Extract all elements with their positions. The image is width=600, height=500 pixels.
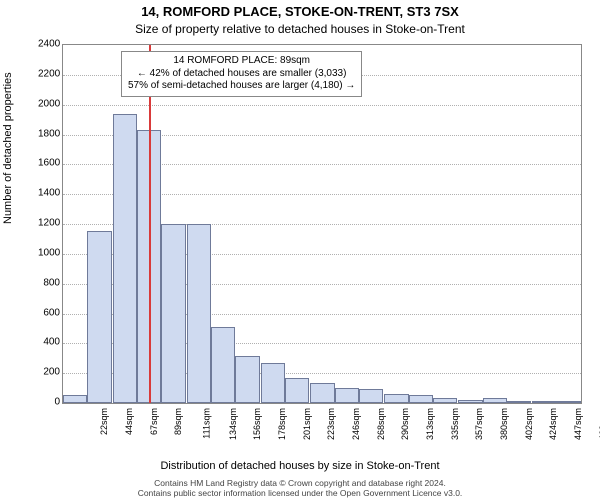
histogram-bar (113, 114, 138, 403)
y-tick-label: 1600 (38, 158, 60, 169)
x-tick-label: 156sqm (252, 408, 262, 440)
histogram-bar (557, 401, 582, 403)
y-tick-label: 2400 (38, 39, 60, 50)
y-tick-label: 1000 (38, 247, 60, 258)
histogram-bar (409, 395, 434, 403)
annotation-line: ← 42% of detached houses are smaller (3,… (128, 68, 355, 81)
chart-container: 14, ROMFORD PLACE, STOKE-ON-TRENT, ST3 7… (0, 0, 600, 500)
histogram-bar (187, 224, 212, 403)
plot-area: 14 ROMFORD PLACE: 89sqm ← 42% of detache… (62, 44, 582, 404)
histogram-bar (335, 388, 360, 403)
histogram-bar (310, 383, 335, 403)
x-tick-label: 402sqm (524, 408, 534, 440)
histogram-bar (458, 400, 483, 403)
x-tick-label: 134sqm (228, 408, 238, 440)
histogram-bar (433, 398, 458, 403)
histogram-bar (359, 389, 384, 403)
x-tick-label: 67sqm (149, 408, 159, 435)
x-tick-label: 178sqm (277, 408, 287, 440)
y-tick-label: 2000 (38, 98, 60, 109)
x-tick-label: 424sqm (549, 408, 559, 440)
y-tick-label: 1400 (38, 188, 60, 199)
x-tick-label: 201sqm (302, 408, 312, 440)
y-tick-label: 1800 (38, 128, 60, 139)
histogram-bar (507, 401, 532, 403)
x-tick-label: 313sqm (425, 408, 435, 440)
chart-subtitle: Size of property relative to detached ho… (0, 22, 600, 36)
y-tick-label: 400 (38, 337, 60, 348)
y-tick-label: 200 (38, 367, 60, 378)
y-tick-label: 600 (38, 307, 60, 318)
histogram-bar (483, 398, 508, 403)
annotation-line: 57% of semi-detached houses are larger (… (128, 80, 355, 93)
reference-marker-line (149, 45, 151, 403)
x-tick-label: 380sqm (499, 408, 509, 440)
histogram-bar (63, 395, 88, 403)
x-tick-label: 290sqm (400, 408, 410, 440)
histogram-bar (532, 401, 557, 403)
y-tick-label: 0 (38, 397, 60, 408)
histogram-bar (235, 356, 260, 403)
footer-attribution: Contains HM Land Registry data © Crown c… (0, 478, 600, 498)
y-tick-label: 1200 (38, 218, 60, 229)
histogram-bar (285, 378, 310, 403)
x-tick-label: 246sqm (351, 408, 361, 440)
x-axis-label: Distribution of detached houses by size … (0, 460, 600, 472)
chart-title: 14, ROMFORD PLACE, STOKE-ON-TRENT, ST3 7… (0, 4, 600, 19)
x-tick-label: 44sqm (124, 408, 134, 435)
footer-line: Contains HM Land Registry data © Crown c… (0, 478, 600, 488)
x-tick-label: 447sqm (573, 408, 583, 440)
annotation-line: 14 ROMFORD PLACE: 89sqm (128, 55, 355, 68)
x-tick-label: 22sqm (99, 408, 109, 435)
histogram-bar (211, 327, 236, 403)
y-axis-label: Number of detached properties (2, 72, 14, 224)
y-tick-label: 2200 (38, 68, 60, 79)
x-tick-label: 111sqm (202, 408, 212, 439)
x-tick-label: 357sqm (474, 408, 484, 440)
histogram-bar (87, 231, 112, 403)
y-tick-label: 800 (38, 277, 60, 288)
x-tick-label: 223sqm (326, 408, 336, 440)
x-tick-label: 335sqm (450, 408, 460, 440)
footer-line: Contains public sector information licen… (0, 488, 600, 498)
histogram-bar (261, 363, 286, 403)
x-tick-label: 268sqm (376, 408, 386, 440)
histogram-bar (384, 394, 409, 403)
annotation-box: 14 ROMFORD PLACE: 89sqm ← 42% of detache… (121, 51, 362, 97)
grid-line (63, 105, 581, 106)
x-tick-label: 89sqm (173, 408, 183, 435)
histogram-bar (161, 224, 186, 403)
